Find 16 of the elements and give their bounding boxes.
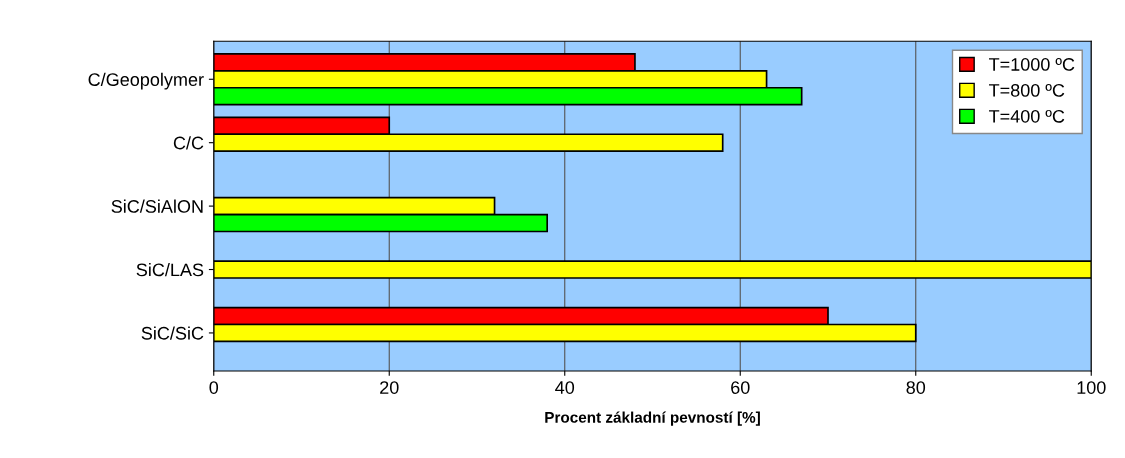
y-tick-label: C/Geopolymer [88, 72, 204, 90]
x-tick-label: 100 [1077, 381, 1106, 394]
y-tick-label: SiC/LAS [136, 262, 204, 277]
legend-label: T=400 ºC [989, 109, 1065, 123]
x-tick-label: 0 [209, 381, 219, 394]
x-tick-label: 80 [906, 381, 926, 394]
x-tick-label: 60 [731, 381, 750, 394]
y-tick-label: SiC/SiAlON [111, 199, 203, 213]
x-tick-label: 40 [555, 381, 575, 394]
legend-label: T=1000 ºC [989, 58, 1075, 71]
x-tick-label: 20 [380, 381, 399, 394]
y-tick-label: C/C [173, 136, 204, 150]
bar [213, 260, 1092, 279]
y-tick-label: SiC/SiC [141, 326, 204, 340]
x-axis-title: Procent základní pevností [%] [545, 411, 760, 426]
legend-label: T=800 ºC [989, 83, 1065, 97]
